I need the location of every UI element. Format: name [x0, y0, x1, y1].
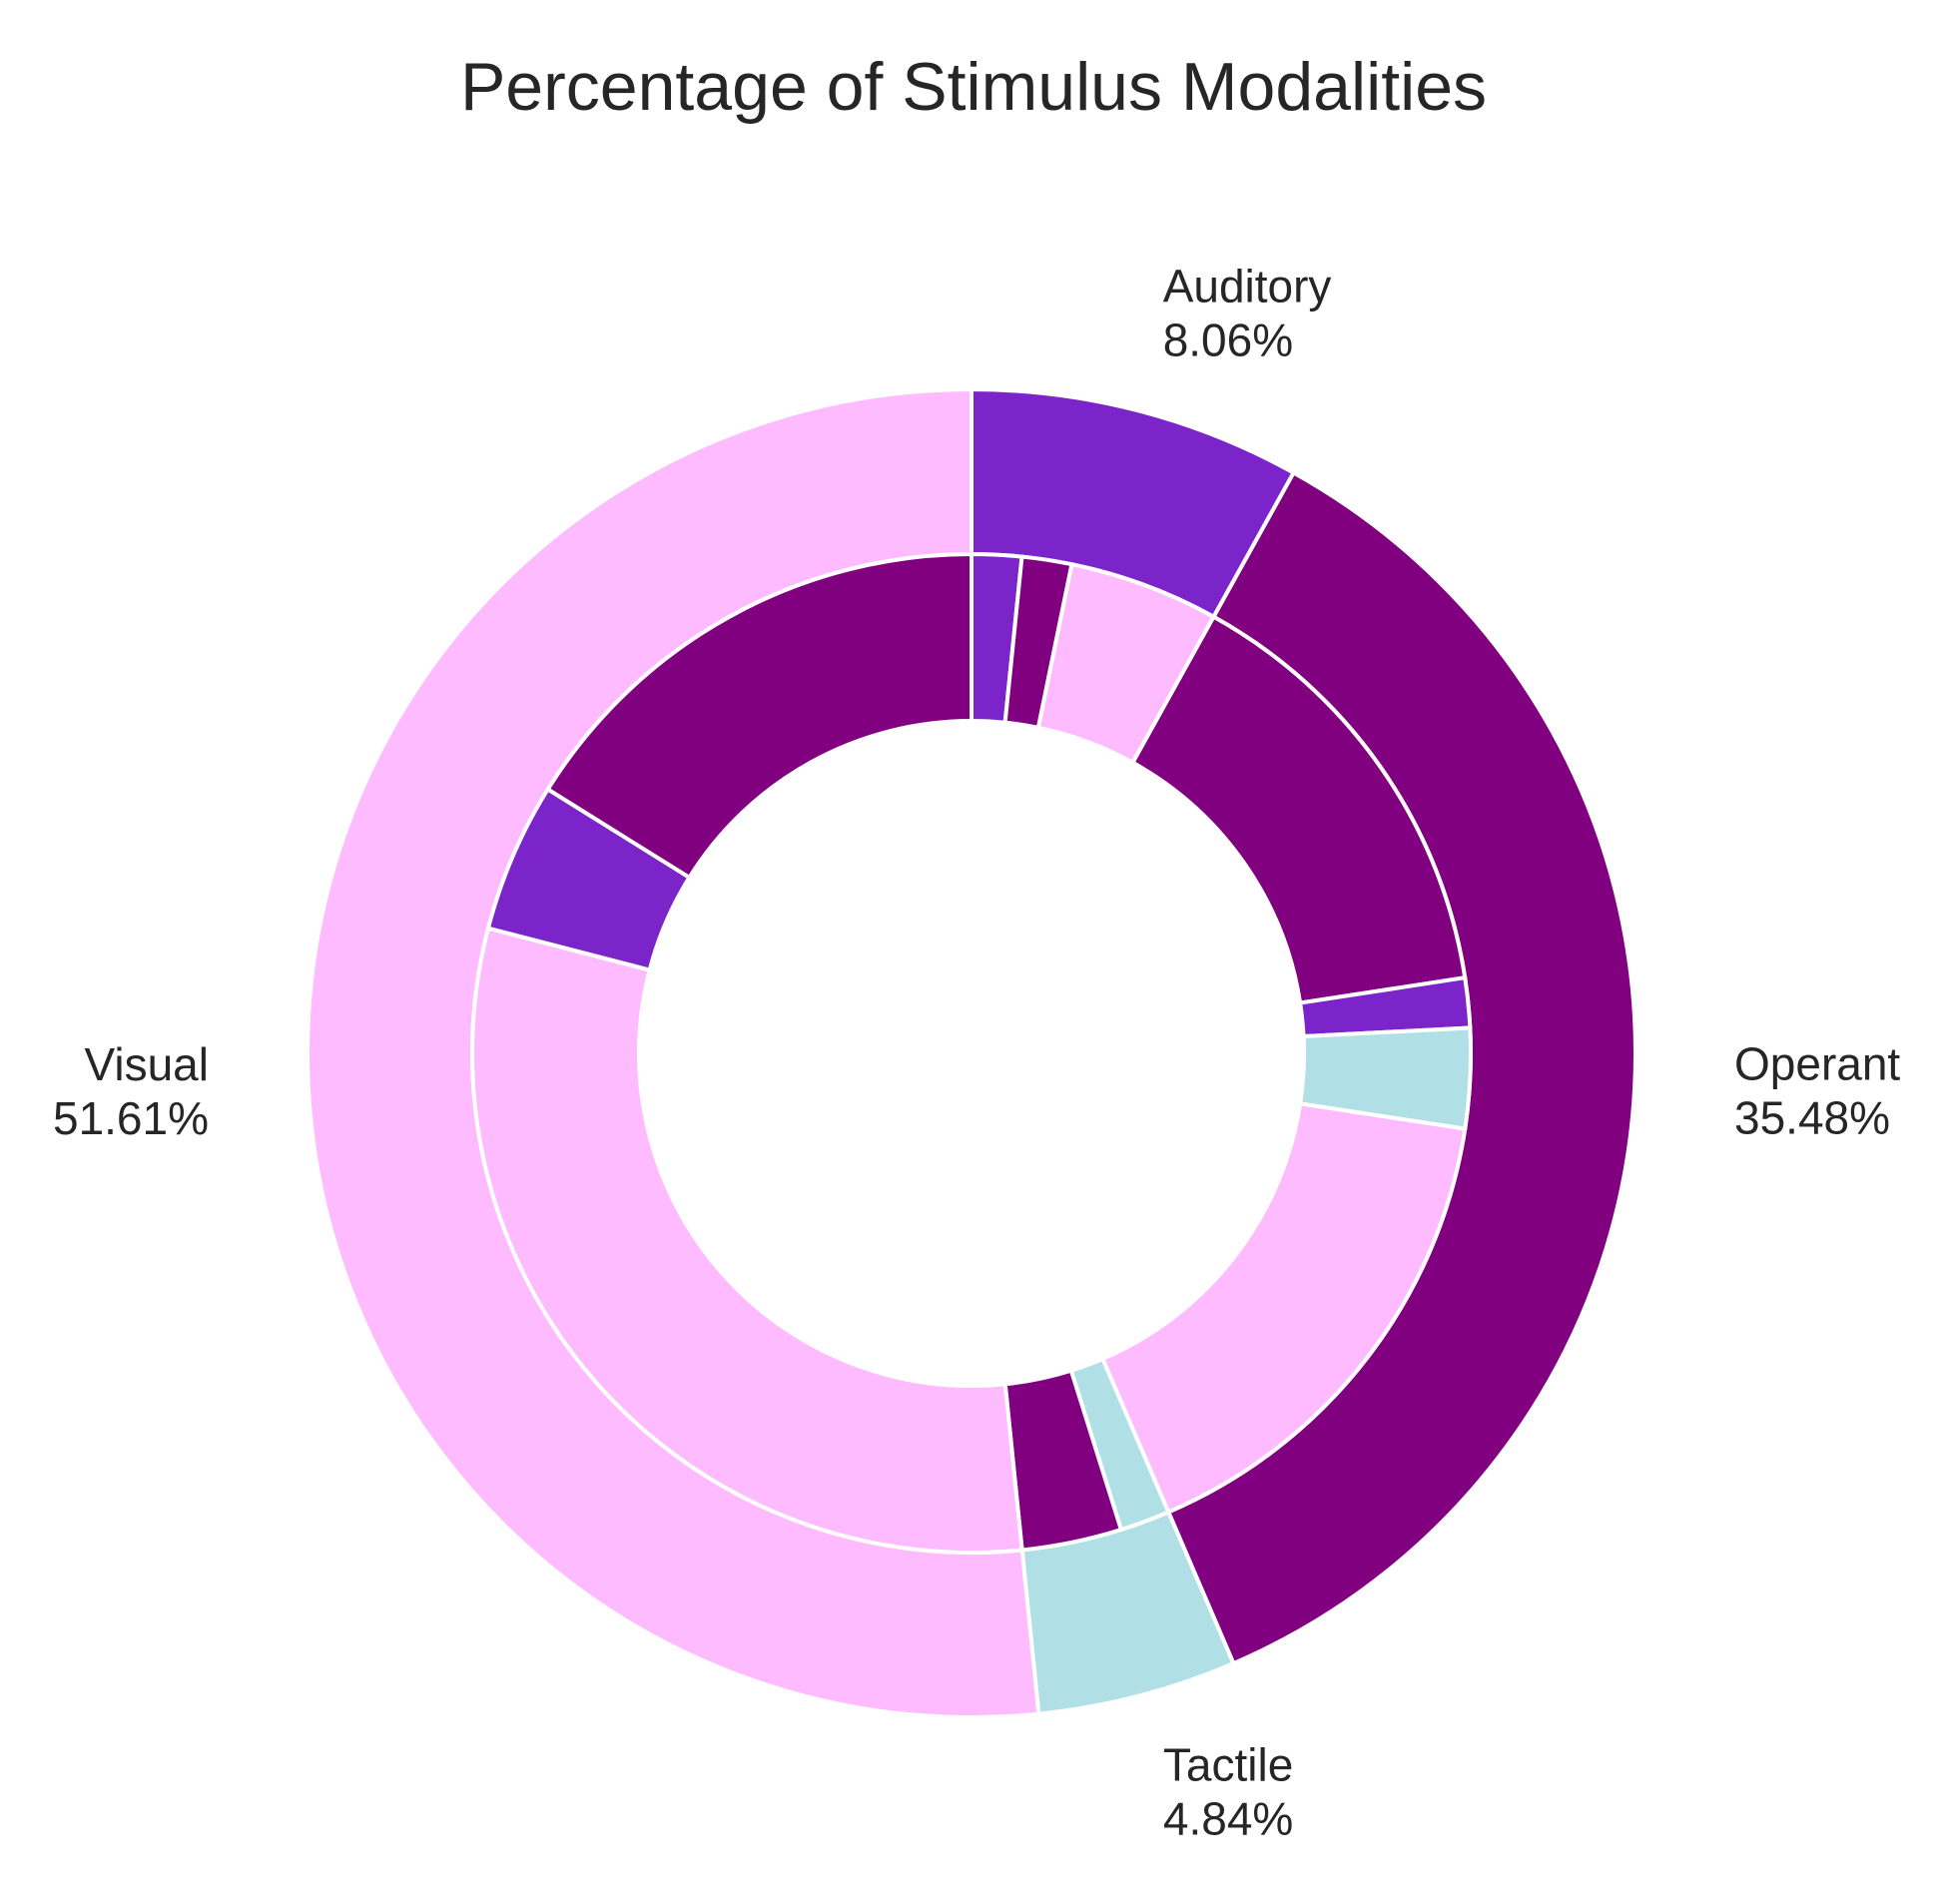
outer-label-percent: 4.84%: [1163, 1793, 1293, 1845]
outer-label-visual: Visual 51.61%: [53, 1038, 209, 1144]
inner-ring: [470, 551, 1473, 1555]
outer-label-percent: 8.06%: [1163, 314, 1293, 365]
outer-label-category: Visual: [85, 1038, 209, 1090]
inner-wedge-operant-6: [1099, 1101, 1468, 1516]
inner-wedge-operant-3: [1129, 614, 1468, 1005]
outer-label-tactile: Tactile 4.84%: [1163, 1739, 1293, 1845]
chart-title: Percentage of Stimulus Modalities: [460, 49, 1487, 125]
outer-label-auditory: Auditory 8.06%: [1163, 260, 1332, 365]
outer-label-category: Tactile: [1163, 1739, 1293, 1791]
outer-label-category: Auditory: [1163, 260, 1332, 312]
inner-wedge-visual-11: [544, 551, 974, 881]
inner-wedge-visual-9: [470, 926, 1024, 1555]
outer-labels: Auditory 8.06% Operant 35.48% Tactile 4.84% Vi…: [53, 260, 1900, 1844]
outer-label-percent: 35.48%: [1734, 1092, 1890, 1144]
outer-label-percent: 51.61%: [53, 1092, 209, 1144]
outer-label-category: Operant: [1734, 1038, 1900, 1090]
outer-label-operant: Operant 35.48%: [1734, 1038, 1900, 1144]
